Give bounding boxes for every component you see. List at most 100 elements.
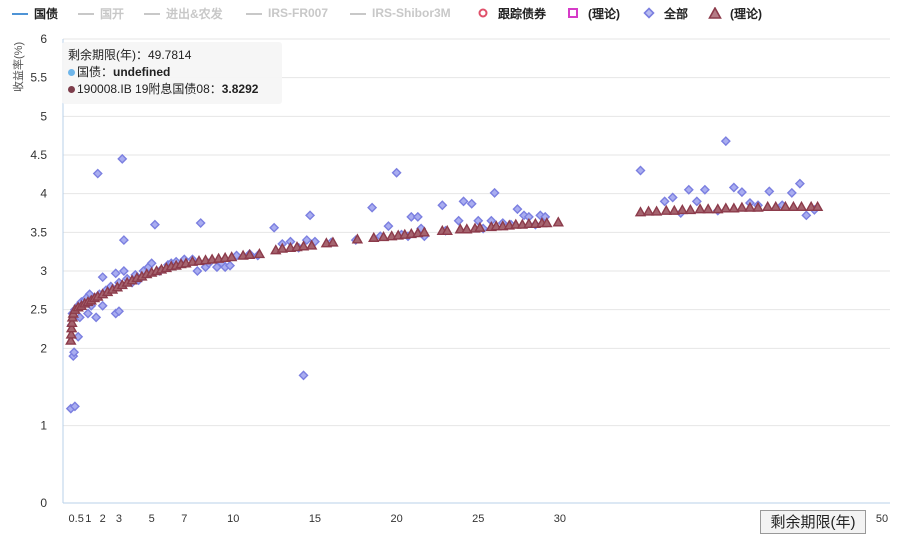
point-all-3[interactable]: [69, 347, 80, 358]
point-theory-82[interactable]: [684, 203, 697, 215]
point-all-101[interactable]: [720, 136, 731, 147]
point-all-12[interactable]: [82, 308, 93, 319]
point-theory-87[interactable]: [728, 202, 740, 213]
point-theory-93[interactable]: [779, 200, 792, 212]
point-all-22[interactable]: [92, 168, 103, 179]
point-all-62[interactable]: [305, 210, 316, 221]
point-all-29[interactable]: [118, 235, 129, 246]
point-theory-38[interactable]: [225, 251, 238, 262]
point-all-97[interactable]: [683, 184, 694, 195]
point-all-66[interactable]: [367, 202, 378, 213]
point-theory-77[interactable]: [642, 205, 655, 216]
point-all-80[interactable]: [466, 198, 477, 209]
legend-item-5[interactable]: 跟踪债券: [476, 4, 546, 22]
point-theory-0[interactable]: [65, 334, 77, 345]
point-all-84[interactable]: [489, 187, 500, 198]
point-theory-66[interactable]: [490, 220, 502, 231]
point-all-38[interactable]: [149, 219, 160, 230]
point-all-68[interactable]: [383, 221, 394, 232]
legend-item-8[interactable]: (理论): [708, 4, 762, 22]
point-theory-95[interactable]: [795, 200, 808, 212]
point-all-106[interactable]: [764, 186, 775, 197]
point-all-78[interactable]: [453, 215, 464, 226]
point-theory-88[interactable]: [736, 201, 748, 212]
point-theory-74[interactable]: [541, 217, 553, 228]
point-theory-51[interactable]: [368, 231, 380, 242]
legend-item-4[interactable]: IRS-Shibor3M: [350, 4, 451, 22]
point-theory-69[interactable]: [510, 218, 522, 229]
point-all-18[interactable]: [91, 312, 102, 323]
point-theory-80[interactable]: [668, 204, 681, 215]
point-all-1[interactable]: [69, 401, 80, 412]
legend-item-7[interactable]: 全部: [642, 4, 688, 22]
point-theory-78[interactable]: [650, 205, 663, 216]
point-all-19[interactable]: [97, 300, 108, 311]
point-theory-2[interactable]: [65, 322, 78, 333]
point-theory-75[interactable]: [552, 216, 564, 227]
point-all-79[interactable]: [458, 196, 469, 207]
point-all-46[interactable]: [195, 218, 206, 229]
point-all-87[interactable]: [512, 204, 523, 215]
point-theory-62[interactable]: [461, 223, 473, 234]
point-theory-58[interactable]: [418, 226, 431, 237]
point-all-110[interactable]: [801, 210, 812, 221]
point-all-108[interactable]: [786, 187, 797, 198]
point-all-61[interactable]: [301, 235, 312, 246]
point-all-98[interactable]: [691, 196, 702, 207]
point-all-27[interactable]: [110, 268, 121, 279]
point-all-30[interactable]: [117, 153, 128, 164]
point-all-99[interactable]: [699, 184, 710, 195]
legend-item-0[interactable]: 国债: [12, 4, 58, 22]
point-all-102[interactable]: [728, 182, 739, 193]
point-theory-1[interactable]: [65, 328, 78, 339]
point-theory-86[interactable]: [720, 202, 732, 213]
point-theory-50[interactable]: [351, 233, 364, 244]
point-all-73[interactable]: [412, 211, 423, 222]
point-theory-92[interactable]: [770, 200, 782, 212]
legend-item-1[interactable]: 国开: [78, 4, 124, 22]
point-all-25[interactable]: [114, 306, 124, 317]
point-theory-46[interactable]: [297, 240, 310, 251]
point-all-95[interactable]: [667, 192, 678, 203]
point-all-45[interactable]: [192, 266, 203, 276]
point-theory-3[interactable]: [66, 316, 78, 328]
point-all-103[interactable]: [736, 187, 747, 198]
legend-item-3[interactable]: IRS-FR007: [246, 4, 328, 22]
point-theory-49[interactable]: [327, 236, 339, 247]
point-theory-61[interactable]: [454, 223, 466, 234]
point-all-93[interactable]: [635, 165, 646, 176]
point-theory-40[interactable]: [243, 248, 256, 259]
point-theory-84[interactable]: [702, 203, 714, 214]
point-theory-71[interactable]: [523, 217, 535, 229]
legend-item-2[interactable]: 进出&农发: [144, 4, 223, 22]
point-theory-89[interactable]: [744, 201, 756, 212]
point-theory-97[interactable]: [811, 200, 824, 212]
point-theory-60[interactable]: [441, 224, 453, 235]
point-all-60[interactable]: [298, 370, 309, 381]
point-theory-83[interactable]: [694, 203, 706, 214]
point-theory-43[interactable]: [276, 242, 288, 253]
point-all-4[interactable]: [73, 331, 84, 342]
point-theory-94[interactable]: [787, 200, 800, 212]
point-all-72[interactable]: [406, 211, 417, 222]
point-theory-90[interactable]: [752, 201, 764, 212]
point-all-28[interactable]: [118, 266, 129, 276]
point-all-52[interactable]: [225, 260, 236, 271]
point-theory-47[interactable]: [305, 239, 318, 250]
point-theory-81[interactable]: [676, 203, 689, 215]
point-theory-96[interactable]: [805, 200, 817, 212]
point-theory-85[interactable]: [712, 203, 724, 214]
point-theory-79[interactable]: [660, 204, 672, 215]
point-all-56[interactable]: [269, 222, 280, 233]
point-theory-64[interactable]: [474, 221, 486, 232]
point-theory-76[interactable]: [634, 206, 647, 217]
point-all-20[interactable]: [97, 272, 108, 283]
point-all-76[interactable]: [437, 200, 448, 211]
point-theory-91[interactable]: [761, 200, 774, 212]
point-all-69[interactable]: [391, 167, 402, 178]
point-all-94[interactable]: [659, 196, 670, 207]
point-all-109[interactable]: [794, 178, 805, 189]
point-theory-41[interactable]: [253, 248, 266, 259]
legend-item-6[interactable]: (理论): [566, 4, 620, 22]
point-theory-52[interactable]: [377, 231, 390, 242]
